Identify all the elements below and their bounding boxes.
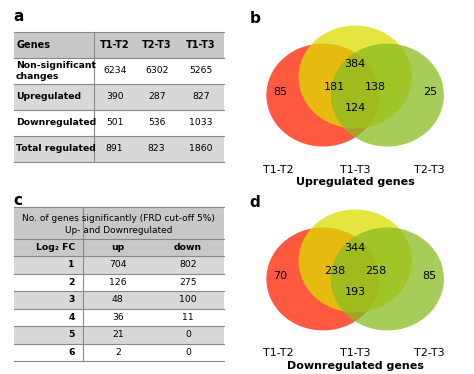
Text: 384: 384 — [345, 59, 366, 69]
Text: T2-T3: T2-T3 — [414, 349, 445, 358]
Ellipse shape — [266, 44, 380, 147]
Bar — [14, 291, 224, 309]
Text: 1860: 1860 — [189, 144, 212, 153]
Text: T1-T2: T1-T2 — [263, 165, 293, 175]
Text: 287: 287 — [148, 92, 165, 101]
Bar — [14, 58, 224, 84]
Text: Downregulated: Downregulated — [16, 118, 96, 127]
Text: Upregulated: Upregulated — [16, 92, 81, 101]
Text: Up- and Downregulated: Up- and Downregulated — [65, 226, 173, 235]
Text: 85: 85 — [423, 272, 437, 281]
Text: 390: 390 — [106, 92, 123, 101]
Ellipse shape — [299, 25, 412, 129]
Text: 6302: 6302 — [145, 66, 168, 76]
Text: 25: 25 — [423, 88, 437, 98]
Text: d: d — [250, 195, 260, 210]
Text: 501: 501 — [106, 118, 123, 127]
Bar — [14, 32, 224, 58]
Text: No. of genes significantly (FRD cut-off 5%): No. of genes significantly (FRD cut-off … — [22, 214, 215, 223]
Text: 891: 891 — [106, 144, 123, 153]
Text: T2-T3: T2-T3 — [414, 165, 445, 175]
Text: Upregulated genes: Upregulated genes — [296, 177, 414, 187]
Text: Log₂ FC: Log₂ FC — [36, 243, 75, 252]
Bar — [14, 84, 224, 110]
Text: 275: 275 — [180, 278, 197, 287]
Text: 5265: 5265 — [189, 66, 212, 76]
Bar — [14, 136, 224, 162]
Text: 1: 1 — [68, 260, 75, 269]
Text: Non-significant
changes: Non-significant changes — [16, 61, 96, 80]
Bar — [14, 256, 224, 274]
Text: b: b — [250, 11, 261, 27]
Text: T1-T3: T1-T3 — [186, 40, 216, 50]
Text: 6234: 6234 — [103, 66, 127, 76]
Text: 704: 704 — [109, 260, 127, 269]
Text: 536: 536 — [148, 118, 165, 127]
Text: 100: 100 — [179, 295, 197, 304]
Text: 2: 2 — [68, 278, 75, 287]
Text: 2: 2 — [115, 348, 121, 357]
Ellipse shape — [266, 227, 380, 330]
Text: 11: 11 — [182, 313, 194, 322]
Text: 70: 70 — [273, 272, 288, 281]
Text: 827: 827 — [192, 92, 210, 101]
Ellipse shape — [299, 209, 412, 312]
Bar — [14, 110, 224, 136]
Text: 6: 6 — [68, 348, 75, 357]
Text: 344: 344 — [345, 243, 366, 253]
Ellipse shape — [331, 227, 444, 330]
Text: 823: 823 — [148, 144, 165, 153]
Text: 181: 181 — [324, 82, 345, 92]
Text: T1-T3: T1-T3 — [340, 165, 370, 175]
Bar — [14, 239, 224, 256]
Text: 3: 3 — [68, 295, 75, 304]
Text: Downregulated genes: Downregulated genes — [287, 361, 424, 371]
Bar — [14, 309, 224, 326]
Text: 193: 193 — [345, 287, 366, 297]
Text: 5: 5 — [68, 331, 75, 340]
Ellipse shape — [331, 44, 444, 147]
Text: 21: 21 — [112, 331, 124, 340]
Text: T2-T3: T2-T3 — [142, 40, 172, 50]
Text: 124: 124 — [345, 103, 366, 113]
Text: 4: 4 — [68, 313, 75, 322]
Text: 0: 0 — [185, 348, 191, 357]
Text: 1033: 1033 — [189, 118, 212, 127]
Text: Genes: Genes — [16, 40, 50, 50]
Text: down: down — [174, 243, 202, 252]
Text: T1-T3: T1-T3 — [340, 349, 370, 358]
Bar — [14, 326, 224, 344]
Text: 802: 802 — [179, 260, 197, 269]
Text: 138: 138 — [365, 82, 386, 92]
Text: 85: 85 — [273, 88, 288, 98]
Text: c: c — [14, 193, 23, 208]
Text: 48: 48 — [112, 295, 124, 304]
Text: T1-T2: T1-T2 — [100, 40, 129, 50]
Text: 258: 258 — [365, 266, 386, 276]
Text: 126: 126 — [109, 278, 127, 287]
Text: up: up — [111, 243, 125, 252]
Bar — [14, 207, 224, 239]
Bar — [14, 344, 224, 361]
Text: Total regulated: Total regulated — [16, 144, 96, 153]
Text: a: a — [14, 9, 24, 24]
Bar — [14, 274, 224, 291]
Text: 36: 36 — [112, 313, 124, 322]
Text: 238: 238 — [324, 266, 345, 276]
Text: 0: 0 — [185, 331, 191, 340]
Text: T1-T2: T1-T2 — [263, 349, 293, 358]
